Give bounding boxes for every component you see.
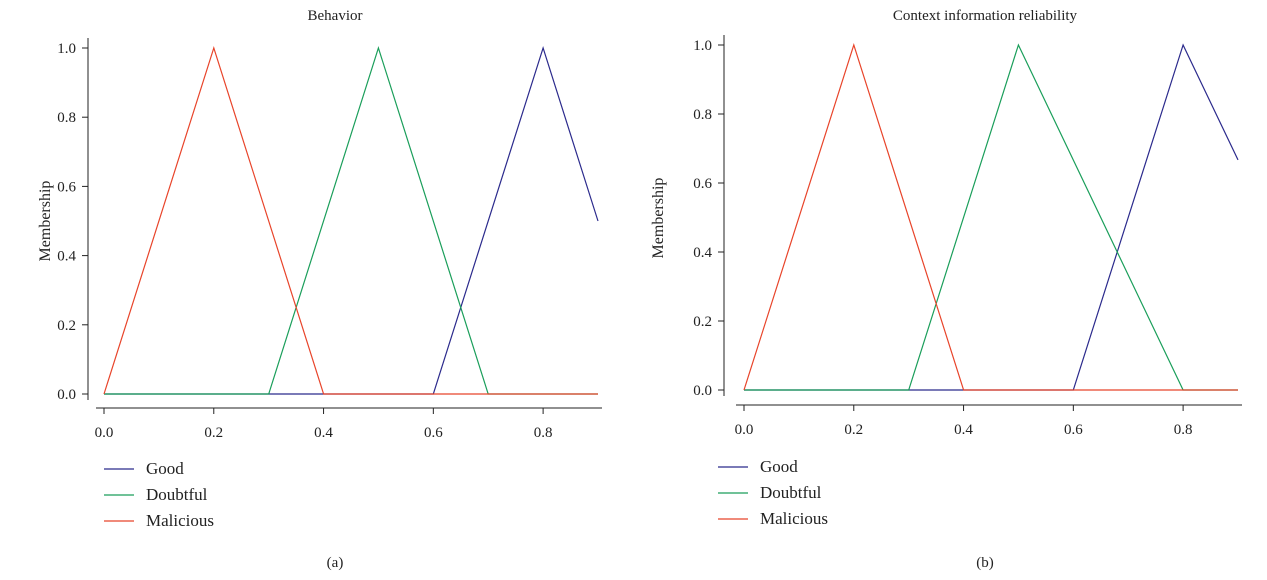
legend-label-malicious: Malicious [146,511,214,530]
y-tick-label: 1.0 [57,41,76,57]
x-tick-label: 0.8 [1174,422,1193,438]
chart-panel-1: Behavior 0.0 0.2 0.4 0.6 0.8 1.0 Membership 0.0 0… [37,8,602,571]
y-axis-title: Membership [650,178,667,259]
y-tick-label: 0.4 [57,249,76,265]
x-tick-label: 0.2 [844,422,863,438]
series-line-doubtful [744,43,1238,391]
x-tick-label: 0.6 [424,425,443,441]
series-line-good [104,46,599,395]
panel-label: (b) [976,555,994,571]
y-tick-label: 0.0 [693,383,712,399]
x-tick-label: 0.4 [314,425,333,441]
panel-label: (a) [327,555,344,571]
series-line-doubtful [104,46,598,395]
chart-title: Context information reliability [893,8,1078,24]
x-tick-label: 0.6 [1064,422,1083,438]
y-tick-label: 0.8 [57,110,76,126]
series-line-malicious [103,46,598,395]
y-axis-title: Membership [37,181,54,262]
y-tick-label: 0.6 [57,179,76,195]
y-tick-label: 1.0 [693,38,712,54]
chart-title: Behavior [308,8,363,24]
x-tick-label: 0.4 [954,422,973,438]
series-line-malicious [743,43,1238,391]
x-tick-label: 0.8 [534,425,553,441]
y-tick-label: 0.2 [57,318,76,334]
chart-panel-2: Context information reliability 0.0 0.2 0.4… [650,8,1242,571]
legend-label-doubtful: Doubtful [760,483,822,502]
legend-label-doubtful: Doubtful [146,485,208,504]
x-tick-label: 0.2 [204,425,223,441]
legend-label-malicious: Malicious [760,509,828,528]
legend-label-good: Good [760,457,798,476]
y-tick-label: 0.2 [693,314,712,330]
series-line-good [744,43,1239,391]
x-tick-label: 0.0 [735,422,754,438]
legend-label-good: Good [146,459,184,478]
y-tick-label: 0.6 [693,176,712,192]
x-tick-label: 0.0 [95,425,114,441]
y-tick-label: 0.8 [693,107,712,123]
y-tick-label: 0.0 [57,387,76,403]
y-tick-label: 0.4 [693,245,712,261]
